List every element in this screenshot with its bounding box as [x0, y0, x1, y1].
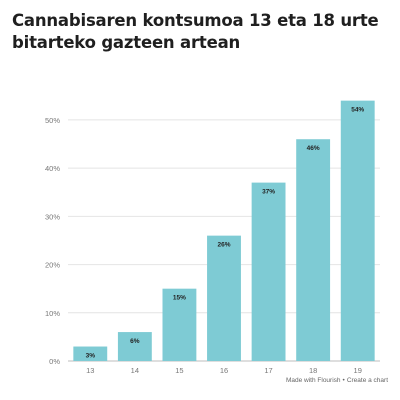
data-label: 15%	[173, 295, 186, 302]
data-label: 6%	[130, 338, 140, 345]
x-tick-label: 17	[264, 366, 272, 375]
data-label: 46%	[307, 145, 320, 152]
data-label: 54%	[351, 107, 364, 114]
chart-title: Cannabisaren kontsumoa 13 eta 18 urte bi…	[12, 10, 392, 54]
bar[interactable]	[117, 332, 152, 361]
bar[interactable]	[207, 235, 241, 361]
chart-title-line-2: bitarteko gazteen artean	[12, 33, 241, 52]
y-tick-label: 20%	[45, 261, 60, 270]
data-label: 3%	[86, 353, 96, 360]
x-tick-label: 13	[86, 366, 94, 375]
x-tick-label: 15	[175, 366, 183, 375]
made-with-flourish-link[interactable]: Made with Flourish	[285, 377, 341, 384]
y-tick-label: 10%	[45, 309, 60, 318]
bar[interactable]	[162, 288, 197, 361]
bar[interactable]	[251, 182, 286, 361]
y-tick-label: 0%	[49, 357, 60, 366]
x-tick-label: 14	[131, 366, 139, 375]
create-chart-link[interactable]: Create a chart	[346, 377, 388, 384]
bar[interactable]	[340, 100, 375, 362]
data-label: 26%	[217, 242, 230, 249]
x-tick-label: 18	[309, 366, 317, 375]
y-tick-label: 50%	[45, 116, 60, 125]
chart-title-line-1: Cannabisaren kontsumoa 13 eta 18 urte	[12, 11, 379, 30]
y-tick-label: 30%	[45, 212, 60, 221]
chart-footer: Made with Flourish • Create a chart	[286, 377, 388, 384]
y-tick-label: 40%	[45, 164, 60, 173]
x-tick-label: 16	[220, 366, 228, 375]
data-label: 37%	[262, 189, 275, 196]
bar[interactable]	[296, 139, 331, 361]
footer-separator: •	[342, 377, 345, 384]
bar[interactable]	[73, 346, 108, 361]
x-tick-label: 19	[354, 366, 362, 375]
